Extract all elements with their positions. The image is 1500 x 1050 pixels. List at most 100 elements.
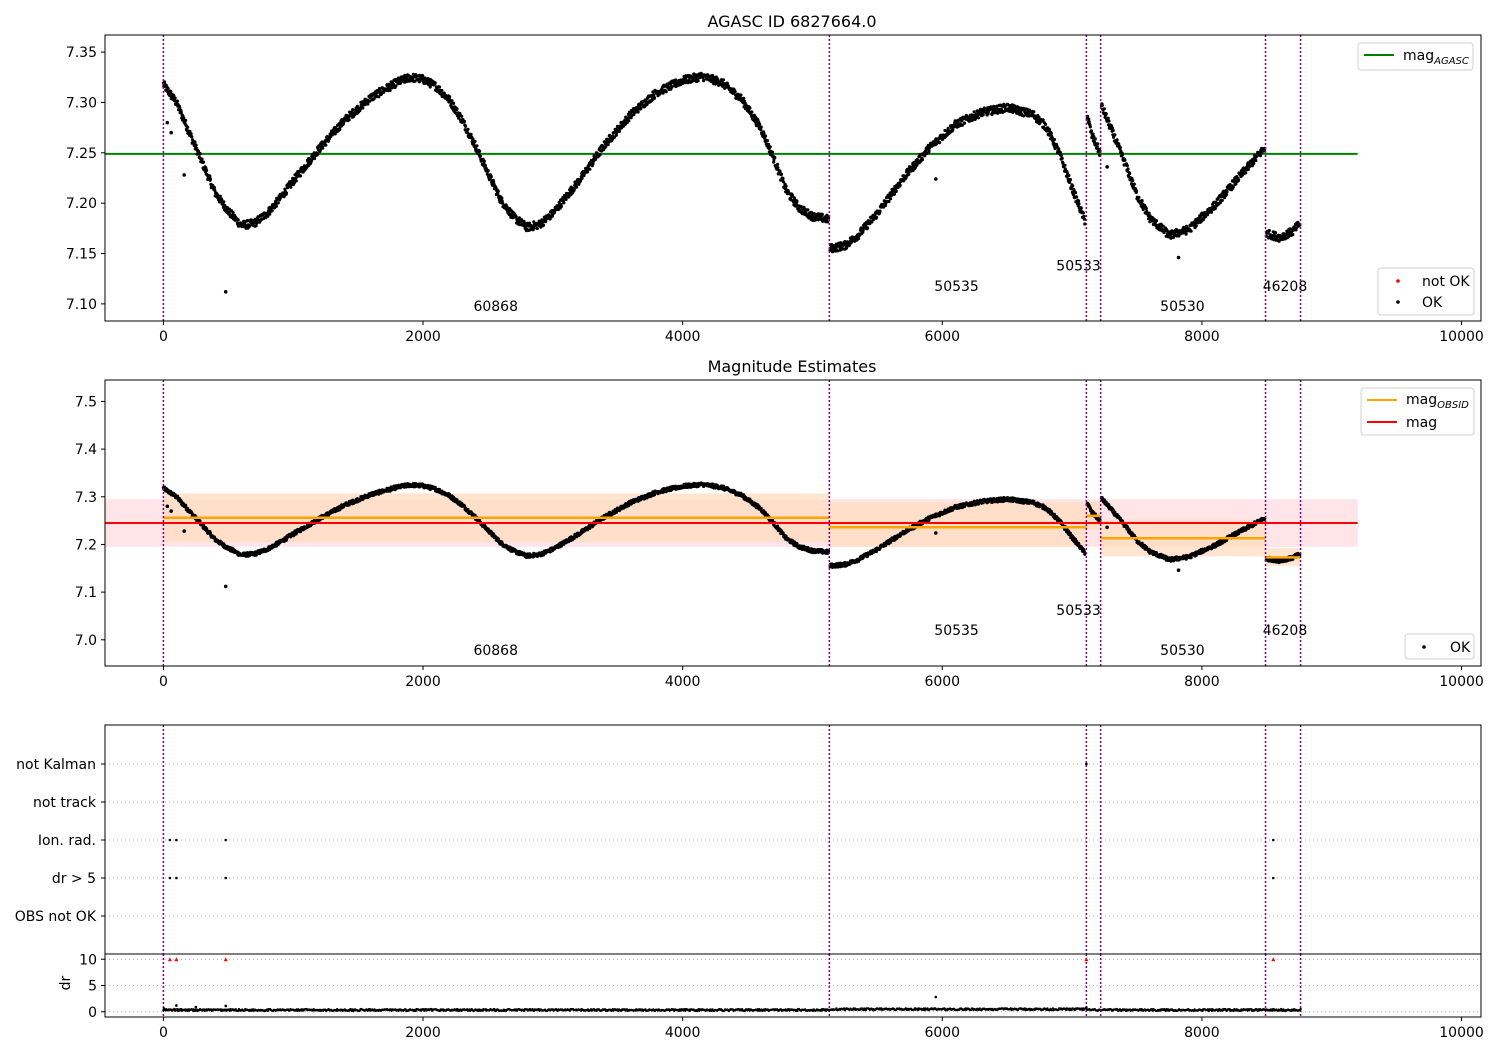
ok-point <box>478 154 482 158</box>
ok-point <box>1137 195 1141 199</box>
obsid-label: 50530 <box>1160 299 1205 315</box>
ok-point <box>981 113 985 117</box>
ok-point <box>218 194 222 198</box>
ok-point <box>1049 131 1053 136</box>
ok-point <box>426 77 430 81</box>
ok-point <box>289 185 293 189</box>
ok-point <box>437 85 442 89</box>
ok-point <box>466 131 470 135</box>
ok-point <box>1059 153 1063 157</box>
ok-point <box>913 165 918 169</box>
ok-point <box>469 132 473 136</box>
ok-point <box>1093 137 1097 141</box>
ok-point <box>1252 161 1256 165</box>
ok-point <box>1022 114 1026 118</box>
ok-point <box>1104 112 1108 116</box>
ok-point <box>1082 214 1086 218</box>
x-tick-label: 0 <box>159 329 168 345</box>
ok-point <box>205 168 209 172</box>
ok-point <box>1274 231 1278 235</box>
ok-point <box>475 144 479 148</box>
ok-point <box>1128 171 1132 176</box>
ok-point <box>1079 206 1083 210</box>
ok-point <box>440 88 444 93</box>
ok-point <box>388 88 392 92</box>
ok-point <box>392 82 396 87</box>
ok-point <box>1135 189 1139 193</box>
ok-point <box>878 209 882 213</box>
ok-point <box>485 172 489 176</box>
ok-point <box>1067 173 1071 178</box>
ok-point <box>575 185 579 189</box>
ok-point <box>213 188 217 192</box>
ok-point <box>849 240 854 244</box>
ok-point <box>450 99 454 103</box>
ok-point <box>765 139 770 143</box>
legend-not-ok-label: not OK <box>1422 274 1470 290</box>
ok-point <box>1220 198 1224 202</box>
ok-point <box>739 93 743 97</box>
x-tick-label: 4000 <box>665 329 701 345</box>
ok-point <box>790 193 795 197</box>
ok-point <box>321 146 325 150</box>
ok-point <box>907 172 911 176</box>
ok-point <box>294 179 298 183</box>
ok-point <box>585 170 590 174</box>
ok-point <box>316 152 320 156</box>
ok-point <box>767 142 771 146</box>
ok-point <box>1194 224 1198 228</box>
ok-point <box>1111 128 1115 133</box>
ok-point <box>1154 219 1159 223</box>
ok-point <box>841 243 846 247</box>
magnitude-estimates-panel: Magnitude Estimates 60868505355053350530… <box>75 357 1484 690</box>
ok-point <box>696 79 700 83</box>
ok-point <box>857 236 861 241</box>
ok-point <box>1077 202 1081 206</box>
ok-point <box>670 85 674 89</box>
ok-point <box>673 78 678 82</box>
ok-point <box>645 102 649 106</box>
ok-point <box>1102 107 1106 111</box>
ok-point <box>163 80 167 84</box>
ok-point <box>606 143 610 147</box>
ok-point <box>1132 182 1136 186</box>
ok-point <box>318 148 322 152</box>
ok-point <box>580 176 584 180</box>
y-tick-label: 7.15 <box>66 247 97 263</box>
ok-point <box>1246 167 1250 171</box>
ok-point <box>559 204 564 208</box>
x-tick-label: 10000 <box>1439 329 1484 345</box>
ok-point <box>333 132 337 136</box>
ok-point <box>190 135 194 139</box>
ok-point <box>532 226 536 230</box>
ok-point <box>1123 158 1127 162</box>
ok-point <box>351 108 355 112</box>
ok-point <box>1231 185 1235 189</box>
agasc-status-legend: not OK OK <box>1377 267 1475 316</box>
ok-point <box>591 162 595 166</box>
ok-point <box>466 127 470 131</box>
ok-point <box>816 218 821 222</box>
ok-point <box>598 153 602 157</box>
ok-point <box>179 110 183 114</box>
ok-point <box>212 186 216 190</box>
ok-point <box>169 90 173 94</box>
ok-point <box>927 149 931 153</box>
ok-point <box>528 228 532 232</box>
ok-point <box>298 174 303 178</box>
ok-point <box>776 162 780 166</box>
ok-point <box>1107 119 1111 123</box>
y-tick-label: 7.10 <box>66 297 97 313</box>
ok-point <box>836 249 840 253</box>
ok-point <box>522 221 527 225</box>
agasc-ok-points <box>161 71 1302 294</box>
ok-point <box>652 96 657 100</box>
ok-point <box>1063 163 1067 167</box>
ok-point <box>544 219 548 223</box>
ok-point <box>252 221 257 225</box>
ok-point <box>492 180 496 184</box>
ok-point <box>1013 104 1017 108</box>
ok-point <box>784 184 788 188</box>
ok-point <box>200 157 204 161</box>
